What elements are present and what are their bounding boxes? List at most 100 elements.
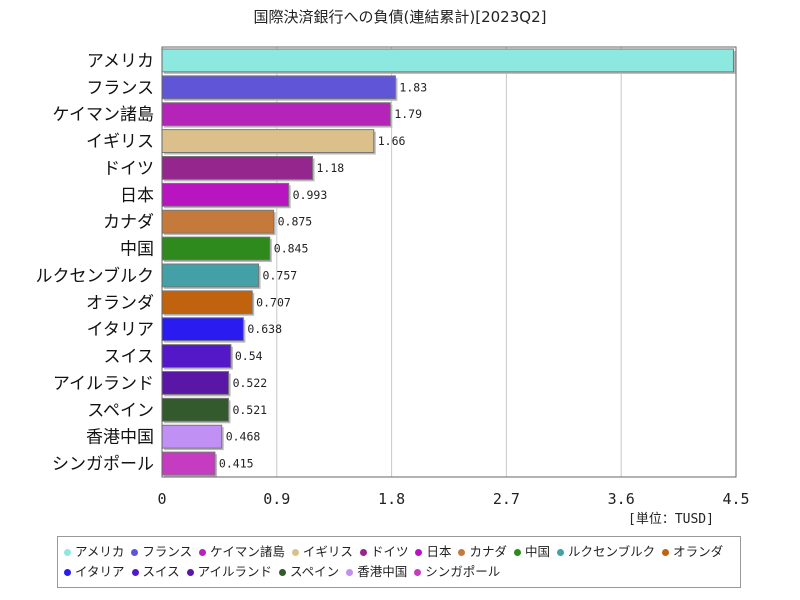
legend-item: ドイツ (359, 542, 409, 562)
category-label: アメリカ (87, 51, 154, 71)
bar (161, 397, 229, 422)
legend-label: カナダ (469, 544, 507, 559)
category-label: イギリス (86, 132, 154, 152)
x-tick-label: 4.5 (722, 490, 749, 508)
legend-item: スペイン (279, 562, 339, 582)
data-label: 0.468 (226, 430, 261, 444)
legend-label: 日本 (426, 544, 452, 559)
bar (161, 344, 232, 368)
legend-marker (64, 549, 71, 556)
category-label: イタリア (87, 320, 154, 340)
legend-marker (414, 569, 422, 576)
data-label: 0.707 (256, 295, 291, 309)
legend-marker (279, 569, 287, 576)
bar (161, 182, 290, 207)
legend-item: アイルランド (186, 562, 273, 582)
category-label: ケイマン諸島 (52, 105, 154, 125)
unit-label: [単位：TUSD] (628, 512, 714, 527)
data-label: 0.845 (274, 242, 309, 256)
category-label: スイス (104, 347, 155, 367)
bar (161, 317, 244, 342)
category-label: ルクセンブルク (36, 265, 155, 286)
plot-frame (161, 46, 737, 478)
bar (161, 102, 391, 127)
bar (161, 75, 396, 100)
bar (161, 424, 223, 449)
legend-label: シンガポール (425, 564, 501, 579)
bar (161, 48, 734, 73)
x-tick-label: 0 (157, 490, 166, 508)
chart-legend: アメリカ フランス ケイマン諸島 イギリス ドイツ 日本 カナダ 中国 ルクセンブルク オランダイ… (57, 536, 741, 588)
data-label: 0.757 (263, 268, 298, 282)
category-label: シンガポール (52, 455, 154, 475)
category-label: スペイン (87, 401, 154, 421)
legend-marker (662, 549, 670, 556)
category-label: オランダ (86, 293, 154, 313)
data-label: 0.993 (293, 188, 328, 202)
legend-marker (415, 549, 423, 556)
legend-label: アメリカ (75, 544, 125, 559)
legend-marker (131, 549, 139, 556)
x-tick-label: 0.9 (263, 490, 290, 508)
data-label: 0.415 (219, 457, 254, 471)
legend-label: スペイン (290, 564, 340, 579)
legend-marker (359, 549, 367, 556)
legend-marker (513, 549, 521, 556)
category-label: 香港中国 (86, 428, 154, 448)
legend-label: ケイマン諸島 (210, 544, 285, 559)
data-label: 1.83 (399, 80, 427, 94)
data-label: 0.521 (232, 403, 267, 417)
legend-item: 日本 (415, 542, 451, 562)
legend-marker (64, 569, 71, 576)
legend-item: アメリカ (64, 542, 124, 562)
category-label: ドイツ (103, 159, 154, 179)
bar (161, 156, 314, 180)
legend-marker (131, 569, 139, 576)
legend-item: イギリス (291, 542, 353, 562)
legend-label: イタリア (75, 564, 125, 579)
bar (161, 451, 216, 476)
category-label: アイルランド (53, 374, 154, 394)
data-label: 0.54 (235, 349, 263, 363)
data-label: 1.66 (378, 134, 406, 148)
legend-item: カナダ (458, 542, 507, 562)
legend-label: スイス (142, 564, 180, 579)
legend-marker (199, 549, 207, 556)
x-tick-label: 3.6 (608, 490, 635, 508)
category-label: フランス (86, 78, 154, 98)
legend-marker (346, 569, 354, 576)
legend-item: 中国 (513, 542, 550, 562)
bar (161, 236, 271, 261)
legend-marker (458, 549, 466, 556)
bar (161, 371, 230, 395)
legend-item: フランス (131, 542, 192, 562)
data-label: 1.18 (317, 161, 345, 175)
legend-label: オランダ (673, 544, 724, 559)
x-tick-label: 2.7 (493, 490, 520, 508)
data-label: 1.79 (394, 107, 422, 121)
legend-label: ドイツ (370, 544, 409, 559)
bar (161, 263, 260, 288)
category-label: 日本 (120, 186, 154, 206)
legend-label: ルクセンブルク (568, 544, 656, 559)
data-label: 0.875 (278, 215, 313, 229)
legend-item: イタリア (64, 562, 125, 582)
legend-item: ルクセンブルク (557, 542, 655, 562)
legend-label: アイルランド (197, 564, 273, 579)
legend-item: シンガポール (414, 562, 500, 582)
data-label: 0.638 (247, 322, 282, 336)
legend-label: 香港中国 (357, 564, 408, 579)
legend-marker (186, 569, 194, 576)
legend-marker (557, 549, 564, 556)
legend-label: フランス (142, 544, 193, 559)
chart-title: 国際決済銀行への負債(連結累計)[2023Q2] (253, 8, 547, 26)
legend-label: イギリス (302, 544, 353, 559)
legend-item: ケイマン諸島 (199, 542, 285, 562)
x-tick-label: 1.8 (378, 490, 405, 508)
data-label: 0.522 (233, 376, 268, 390)
bar (161, 290, 253, 315)
legend-item: オランダ (662, 542, 723, 562)
bar (161, 129, 375, 153)
bar (161, 209, 275, 234)
